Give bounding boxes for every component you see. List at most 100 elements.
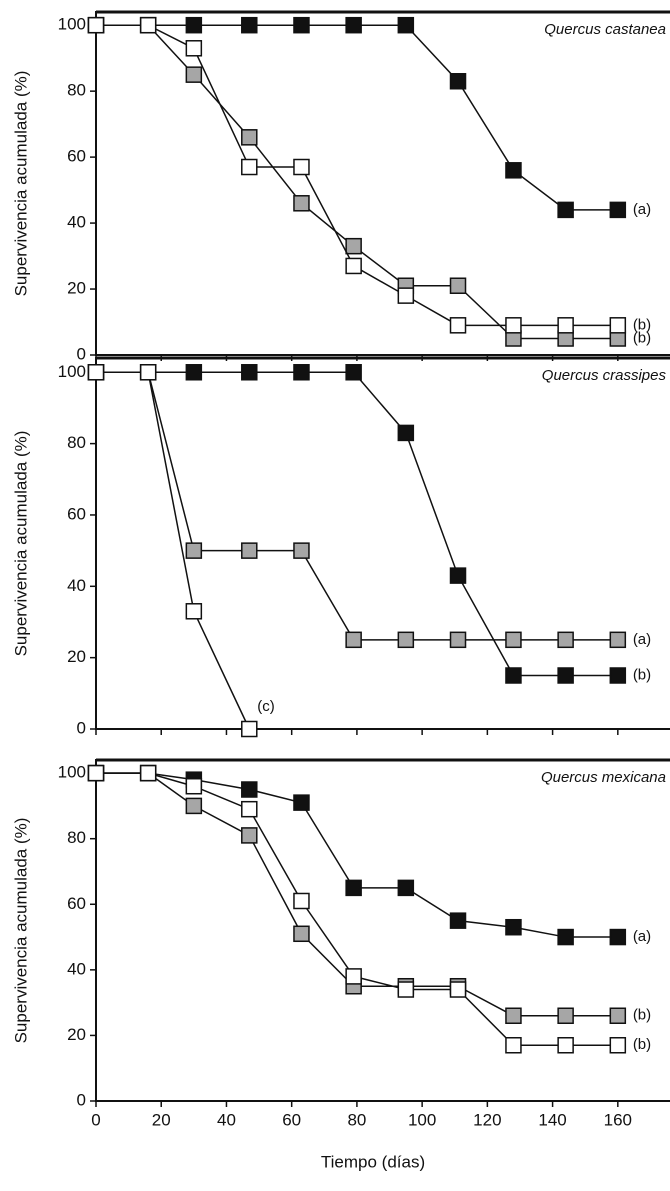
marker xyxy=(609,667,627,684)
marker xyxy=(345,364,362,381)
y-tick-label: 40 xyxy=(67,213,86,232)
y-axis-label: Supervivencia acumulada (%) xyxy=(11,71,30,297)
y-tick-label: 100 xyxy=(58,362,86,381)
x-axis-label: Tiempo (días) xyxy=(321,1152,425,1171)
marker xyxy=(609,631,627,649)
plot-frame xyxy=(95,759,670,1102)
series-line xyxy=(96,24,618,340)
x-tick-label: 140 xyxy=(538,1110,566,1129)
group-label: (b) xyxy=(633,1007,651,1024)
x-tick-label: 40 xyxy=(217,1110,236,1129)
marker xyxy=(345,879,362,897)
marker xyxy=(293,794,310,811)
marker xyxy=(185,66,203,83)
x-tick-label: 0 xyxy=(91,1110,100,1129)
marker xyxy=(241,364,258,381)
marker xyxy=(185,364,203,381)
marker xyxy=(557,317,574,334)
group-label: (b) xyxy=(633,329,651,346)
y-tick-label: 20 xyxy=(67,1025,86,1044)
marker xyxy=(557,1007,574,1024)
chart-title: Quercus mexicana xyxy=(541,769,666,786)
y-axis-label: Supervivencia acumulada (%) xyxy=(11,431,30,657)
marker xyxy=(345,968,362,985)
marker xyxy=(139,364,157,381)
marker xyxy=(609,317,627,334)
marker xyxy=(345,16,362,34)
marker xyxy=(397,981,415,998)
marker xyxy=(557,1037,574,1054)
group-label: (b) xyxy=(633,316,651,333)
y-tick-label: 60 xyxy=(67,504,86,523)
group-label: (a) xyxy=(633,201,651,218)
y-tick-label: 100 xyxy=(58,763,86,782)
marker xyxy=(397,424,415,442)
marker xyxy=(185,542,203,559)
group-label: (a) xyxy=(633,928,651,945)
y-tick-label: 40 xyxy=(67,576,86,595)
marker xyxy=(449,277,467,294)
marker xyxy=(609,1037,627,1054)
marker xyxy=(345,631,362,649)
marker xyxy=(397,287,415,304)
x-tick-label: 120 xyxy=(473,1110,501,1129)
x-tick-label: 60 xyxy=(282,1110,301,1129)
group-label: (b) xyxy=(633,666,651,683)
marker xyxy=(505,1007,522,1024)
marker xyxy=(185,797,203,815)
series-line xyxy=(96,772,618,938)
marker xyxy=(397,16,415,34)
y-tick-label: 0 xyxy=(77,1090,86,1109)
marker xyxy=(557,201,574,219)
marker xyxy=(449,73,467,90)
marker xyxy=(241,542,258,559)
marker xyxy=(241,129,258,146)
y-tick-label: 20 xyxy=(67,279,86,298)
y-tick-label: 0 xyxy=(77,718,86,737)
chart-title: Quercus castanea xyxy=(544,21,666,38)
marker xyxy=(449,912,467,929)
marker xyxy=(557,667,574,684)
x-tick-label: 100 xyxy=(408,1110,436,1129)
marker xyxy=(241,781,258,798)
y-tick-label: 80 xyxy=(67,81,86,100)
marker xyxy=(241,827,258,844)
marker xyxy=(345,237,362,255)
marker xyxy=(293,16,310,34)
y-tick-label: 100 xyxy=(58,15,86,34)
marker xyxy=(505,918,522,936)
marker xyxy=(293,925,310,943)
marker xyxy=(139,764,157,782)
marker xyxy=(185,40,203,57)
marker xyxy=(185,16,203,34)
group-label: (a) xyxy=(633,631,651,648)
marker xyxy=(449,317,467,334)
y-tick-label: 80 xyxy=(67,828,86,847)
series-line xyxy=(96,371,618,677)
marker xyxy=(609,928,627,946)
marker xyxy=(241,720,258,738)
marker xyxy=(87,16,105,34)
plot-frame xyxy=(95,357,670,730)
chart-title: Quercus crassipes xyxy=(542,367,667,384)
marker xyxy=(293,892,310,910)
marker xyxy=(397,631,415,649)
y-tick-label: 80 xyxy=(67,433,86,452)
marker xyxy=(293,195,310,212)
marker xyxy=(505,162,522,179)
marker xyxy=(87,764,105,782)
marker xyxy=(293,542,310,559)
marker xyxy=(293,364,310,381)
marker xyxy=(505,667,522,684)
marker xyxy=(449,631,467,649)
marker xyxy=(557,631,574,649)
plot-frame xyxy=(95,11,670,356)
marker xyxy=(345,257,362,275)
x-tick-label: 80 xyxy=(347,1110,366,1129)
y-tick-label: 60 xyxy=(67,147,86,166)
y-tick-label: 20 xyxy=(67,647,86,666)
marker xyxy=(449,981,467,998)
marker xyxy=(241,800,258,818)
x-tick-label: 20 xyxy=(152,1110,171,1129)
